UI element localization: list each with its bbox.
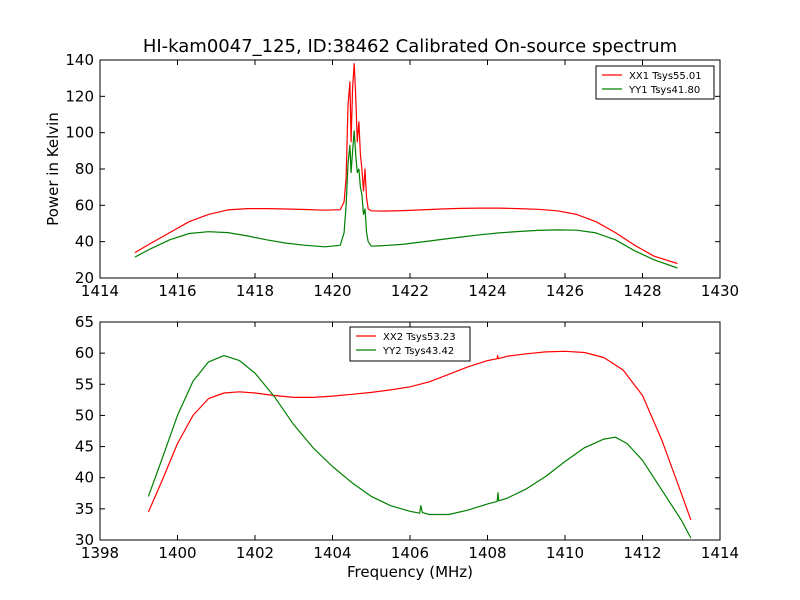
panel-1-legend-box	[595, 65, 715, 100]
panel-1-y-tick-label: 80	[75, 160, 94, 178]
panel-1-legend-label-1: XX1 Tsys55.01	[629, 71, 702, 82]
panel-1-x-tick-label: 1426	[546, 282, 584, 300]
panel-2-x-tick-label: 1398	[81, 544, 119, 562]
top-spectrum-panel: 1414 1416 1418 1420 1422 1424 1426 1428 1430 20 40…	[44, 51, 739, 300]
panel-1-y-tick-label: 120	[65, 87, 94, 105]
panel-2-x-tick-label: 1410	[546, 544, 584, 562]
panel-2-x-tick-label: 1408	[468, 544, 506, 562]
panel-2-legend-label-2: YY2 Tsys43.42	[382, 346, 454, 357]
panel-2-x-tick-label: 1400	[158, 544, 196, 562]
panel-1-x-tick-label: 1414	[81, 282, 119, 300]
panel-1-y-axis-label: Power in Kelvin	[44, 112, 62, 226]
panel-2-series-1-line	[147, 350, 692, 521]
panel-1-x-tick-label: 1422	[391, 282, 429, 300]
panel-2-x-tick-label: 1412	[623, 544, 661, 562]
panel-2-legend: XX2 Tsys53.23 YY2 Tsys43.42	[349, 326, 471, 362]
panel-2-y-tick-label: 45	[75, 438, 94, 456]
panel-2-x-tick-label: 1406	[391, 544, 429, 562]
panel-1-x-tick-label: 1418	[236, 282, 274, 300]
x-axis-label: Frequency (MHz)	[347, 563, 473, 581]
panel-2-series-2-line	[147, 355, 692, 539]
panel-1-legend-label-2: YY1 Tsys41.80	[628, 85, 700, 96]
bottom-spectrum-panel: 1398 1400 1402 1404 1406 1408 1410 1412 1414 30 35…	[75, 313, 739, 562]
panel-1-x-tick-label: 1416	[158, 282, 196, 300]
panel-1-y-tick-label: 100	[65, 124, 94, 142]
panel-1-x-tick-label: 1430	[701, 282, 739, 300]
panel-1-series-1-line	[134, 62, 678, 265]
panel-2-y-tick-label: 55	[75, 375, 94, 393]
panel-1-x-tick-label: 1420	[313, 282, 351, 300]
panel-2-x-tick-label: 1404	[313, 544, 351, 562]
panel-1-x-tick-label: 1428	[623, 282, 661, 300]
panel-2-legend-label-1: XX2 Tsys53.23	[383, 332, 456, 343]
panel-2-y-tick-label: 30	[75, 531, 94, 549]
panel-1-series-2-line	[134, 130, 678, 269]
panel-2-legend-box	[349, 326, 471, 362]
panel-1-y-tick-label: 40	[75, 233, 94, 251]
panel-1-x-tick-label: 1424	[468, 282, 506, 300]
panel-2-y-tick-label: 65	[75, 313, 94, 331]
panel-1-y-tick-label: 140	[65, 51, 94, 69]
panel-2-y-tick-label: 35	[75, 500, 94, 518]
panel-1-y-tick-label: 60	[75, 196, 94, 214]
chart-title: HI-kam0047_125, ID:38462 Calibrated On-s…	[143, 36, 677, 57]
panel-1-legend: XX1 Tsys55.01 YY1 Tsys41.80	[595, 65, 715, 100]
panel-2-y-tick-label: 50	[75, 406, 94, 424]
panel-1-y-tick-label: 20	[75, 269, 94, 287]
panel-2-x-tick-label: 1402	[236, 544, 274, 562]
panel-2-plot-area	[147, 350, 692, 539]
panel-1-plot-area	[134, 62, 678, 269]
panel-2-y-tick-label: 40	[75, 469, 94, 487]
panel-2-x-tick-label: 1414	[701, 544, 739, 562]
panel-2-y-tick-label: 60	[75, 344, 94, 362]
